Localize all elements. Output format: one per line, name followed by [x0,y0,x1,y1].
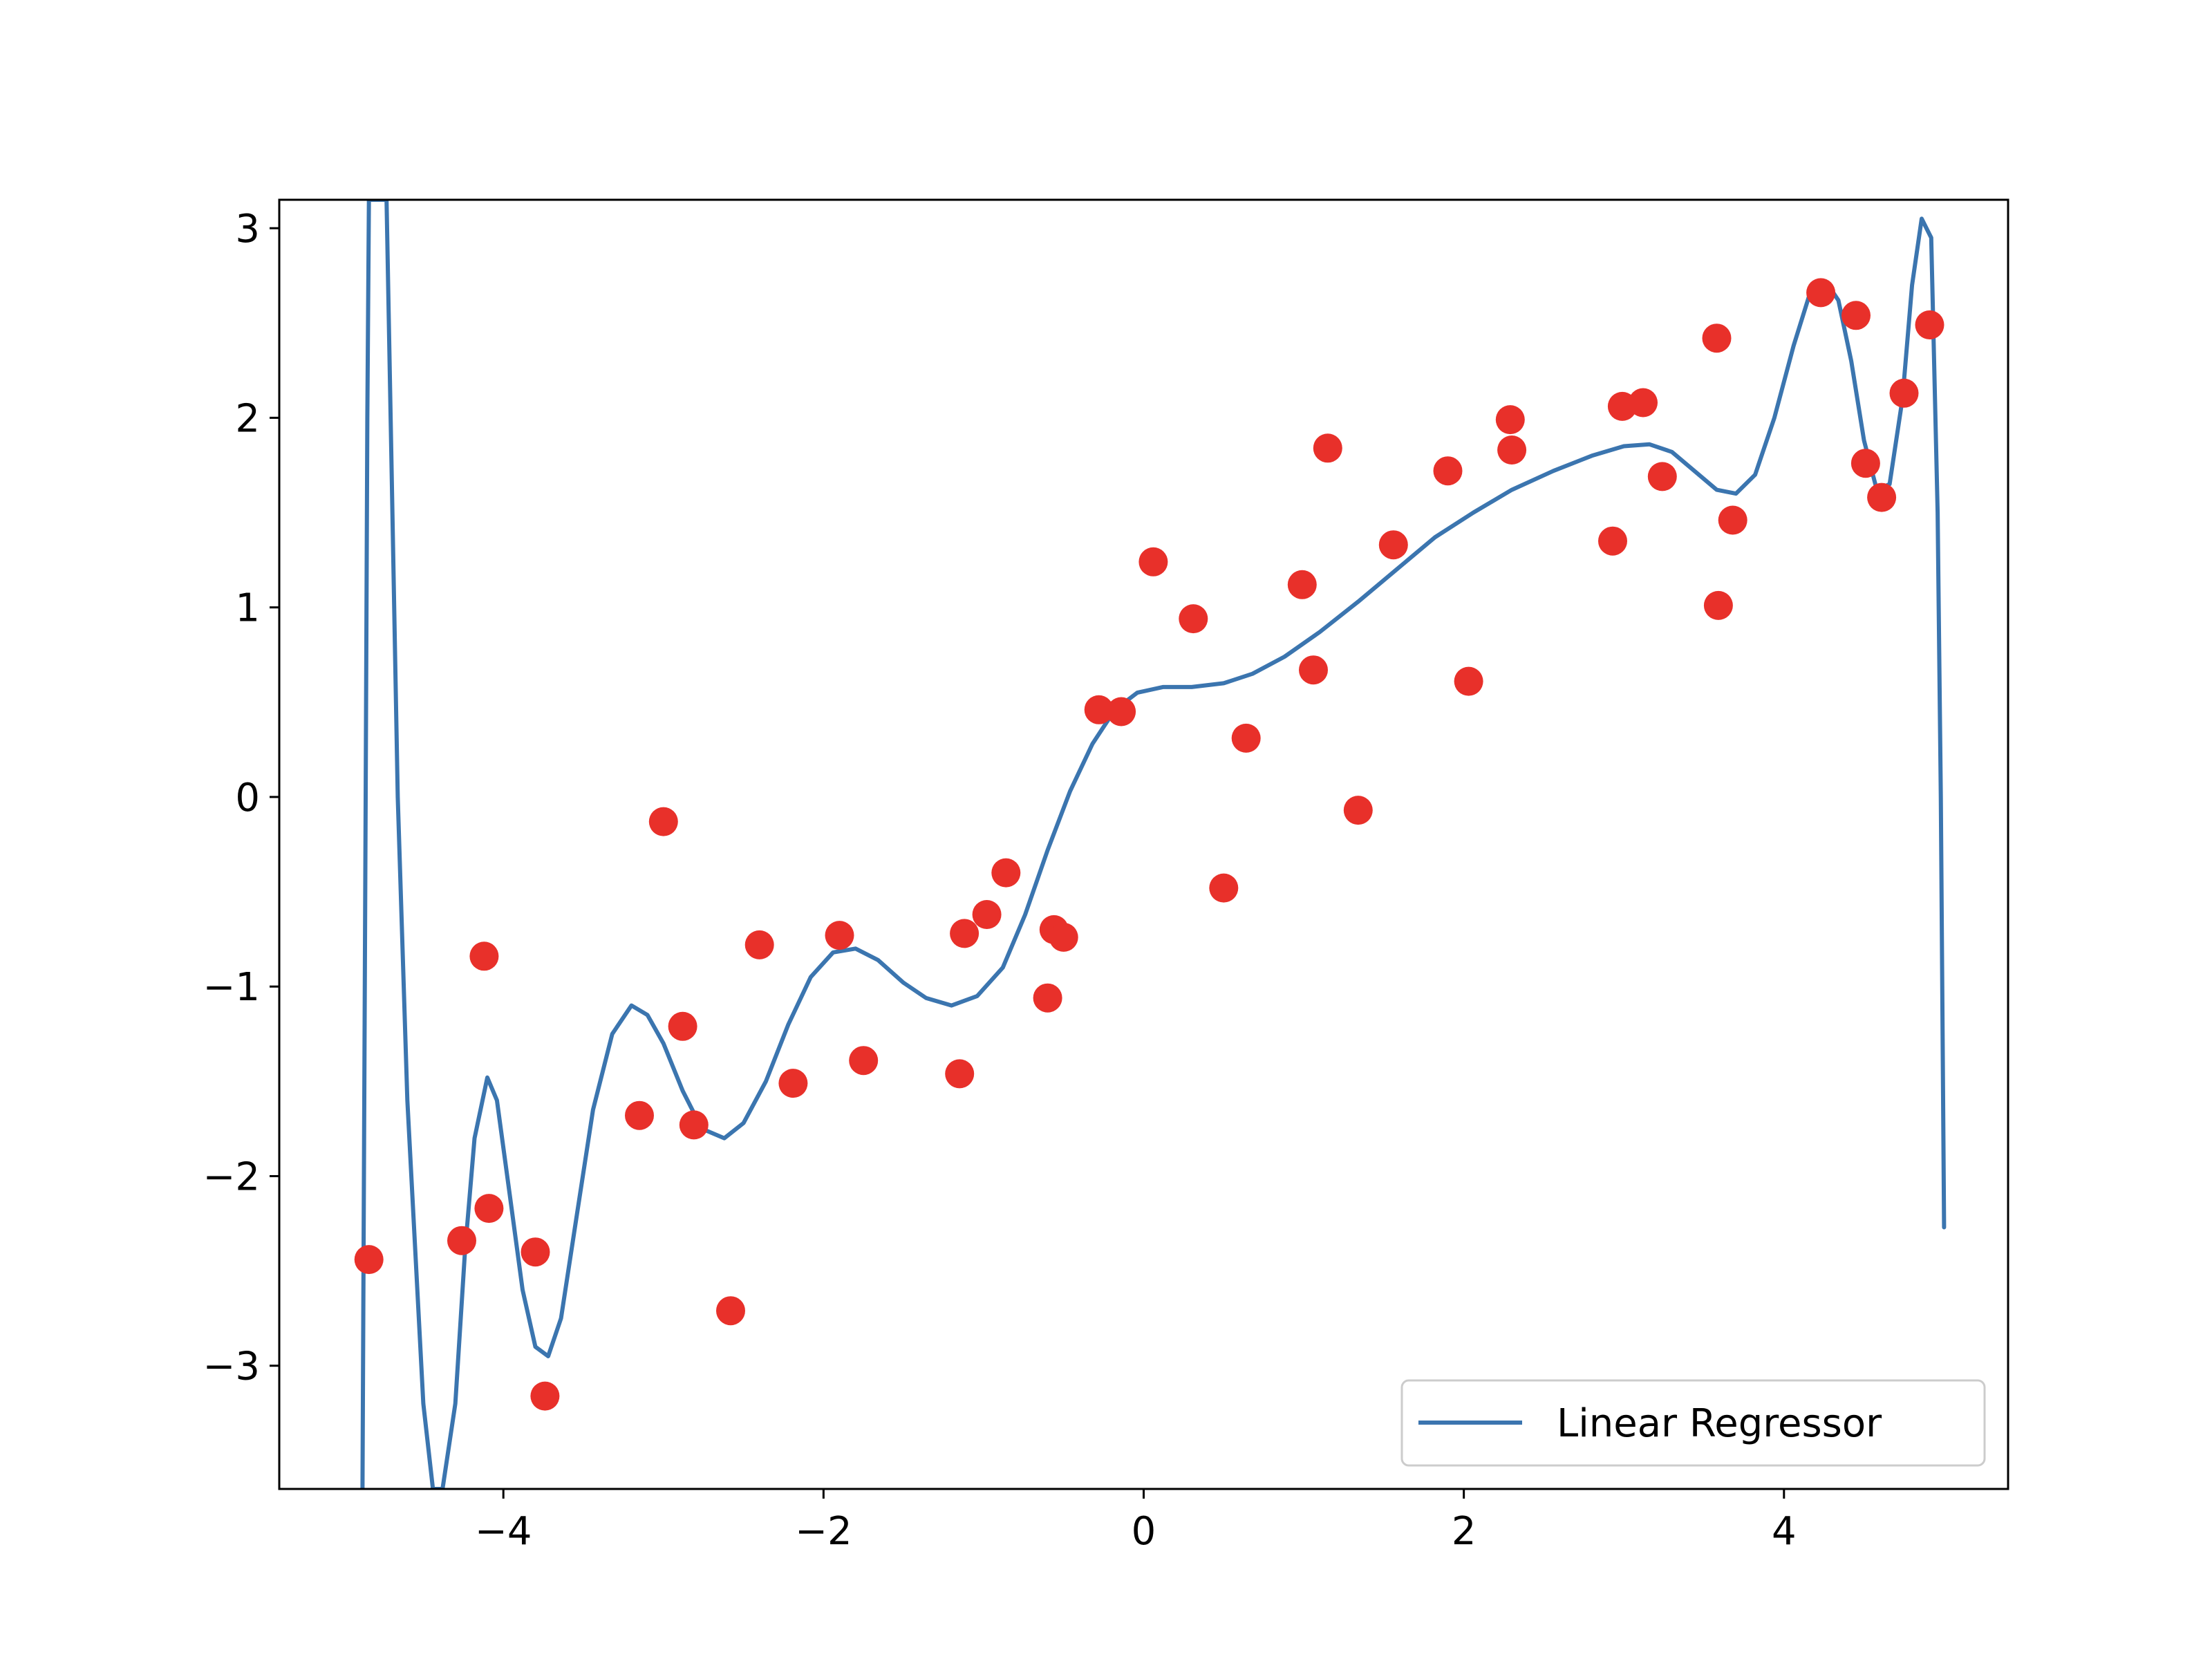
data-point [1454,666,1483,696]
data-point [530,1381,560,1411]
regression-line [360,200,1947,1489]
data-point [625,1100,654,1130]
data-point [1718,505,1747,535]
data-point [1647,462,1677,491]
data-point [668,1011,697,1041]
data-point [1343,796,1373,825]
data-point [972,900,1002,929]
y-tick-label: 1 [235,586,260,631]
x-tick-label: 0 [1132,1509,1156,1554]
data-point [1231,723,1261,753]
x-tick-label: −4 [475,1509,532,1554]
x-tick-label: 4 [1772,1509,1797,1554]
data-point [648,807,678,836]
data-point [825,921,854,950]
y-tick-label: −1 [203,965,260,1010]
data-point [1049,922,1078,952]
data-point [521,1237,550,1267]
data-point [716,1296,745,1326]
data-point [1497,435,1527,465]
legend-box [1400,1379,1986,1467]
data-point [354,1245,384,1275]
data-point [1209,873,1239,903]
data-point [1867,482,1897,512]
data-point [469,941,499,971]
data-point [1138,547,1168,577]
legend-label: Linear Regressor [1557,1401,1882,1446]
data-point [1598,526,1627,556]
legend: Linear Regressor [1400,1379,1986,1467]
plot-series-layer [354,200,1947,1489]
data-point [1433,456,1463,486]
y-tick-label: −2 [203,1154,260,1199]
data-point [1806,278,1836,308]
data-point [1033,983,1062,1013]
data-point [991,858,1021,888]
data-point [1495,405,1525,435]
data-point [1703,590,1733,620]
y-tick-label: −3 [203,1344,260,1389]
data-point [679,1110,709,1140]
x-tick-label: −2 [795,1509,852,1554]
data-point [1287,570,1317,599]
data-point [1702,324,1732,353]
y-tick-label: 3 [235,207,260,252]
data-point [849,1046,879,1076]
data-point [447,1226,476,1255]
data-point [1299,655,1328,685]
x-axis: −4 −2 0 2 4 [475,1489,1797,1554]
y-axis: 3 2 1 0 −1 −2 −3 [203,207,279,1389]
y-tick-label: 0 [235,776,260,821]
data-point [1850,449,1880,478]
y-tick-label: 2 [235,396,260,441]
data-point [1313,433,1342,463]
data-point [1107,697,1136,727]
data-point [1378,530,1408,560]
data-point [945,1059,975,1089]
data-point [1915,310,1944,339]
data-point [1841,301,1871,330]
data-point [474,1194,504,1224]
data-point [950,919,980,948]
data-point [1889,378,1919,408]
data-point [778,1069,808,1098]
data-point [1084,695,1114,724]
data-point [744,930,774,959]
data-point [1179,604,1208,634]
data-point [1629,388,1658,418]
x-tick-label: 2 [1452,1509,1477,1554]
plot-frame [278,198,2009,1490]
